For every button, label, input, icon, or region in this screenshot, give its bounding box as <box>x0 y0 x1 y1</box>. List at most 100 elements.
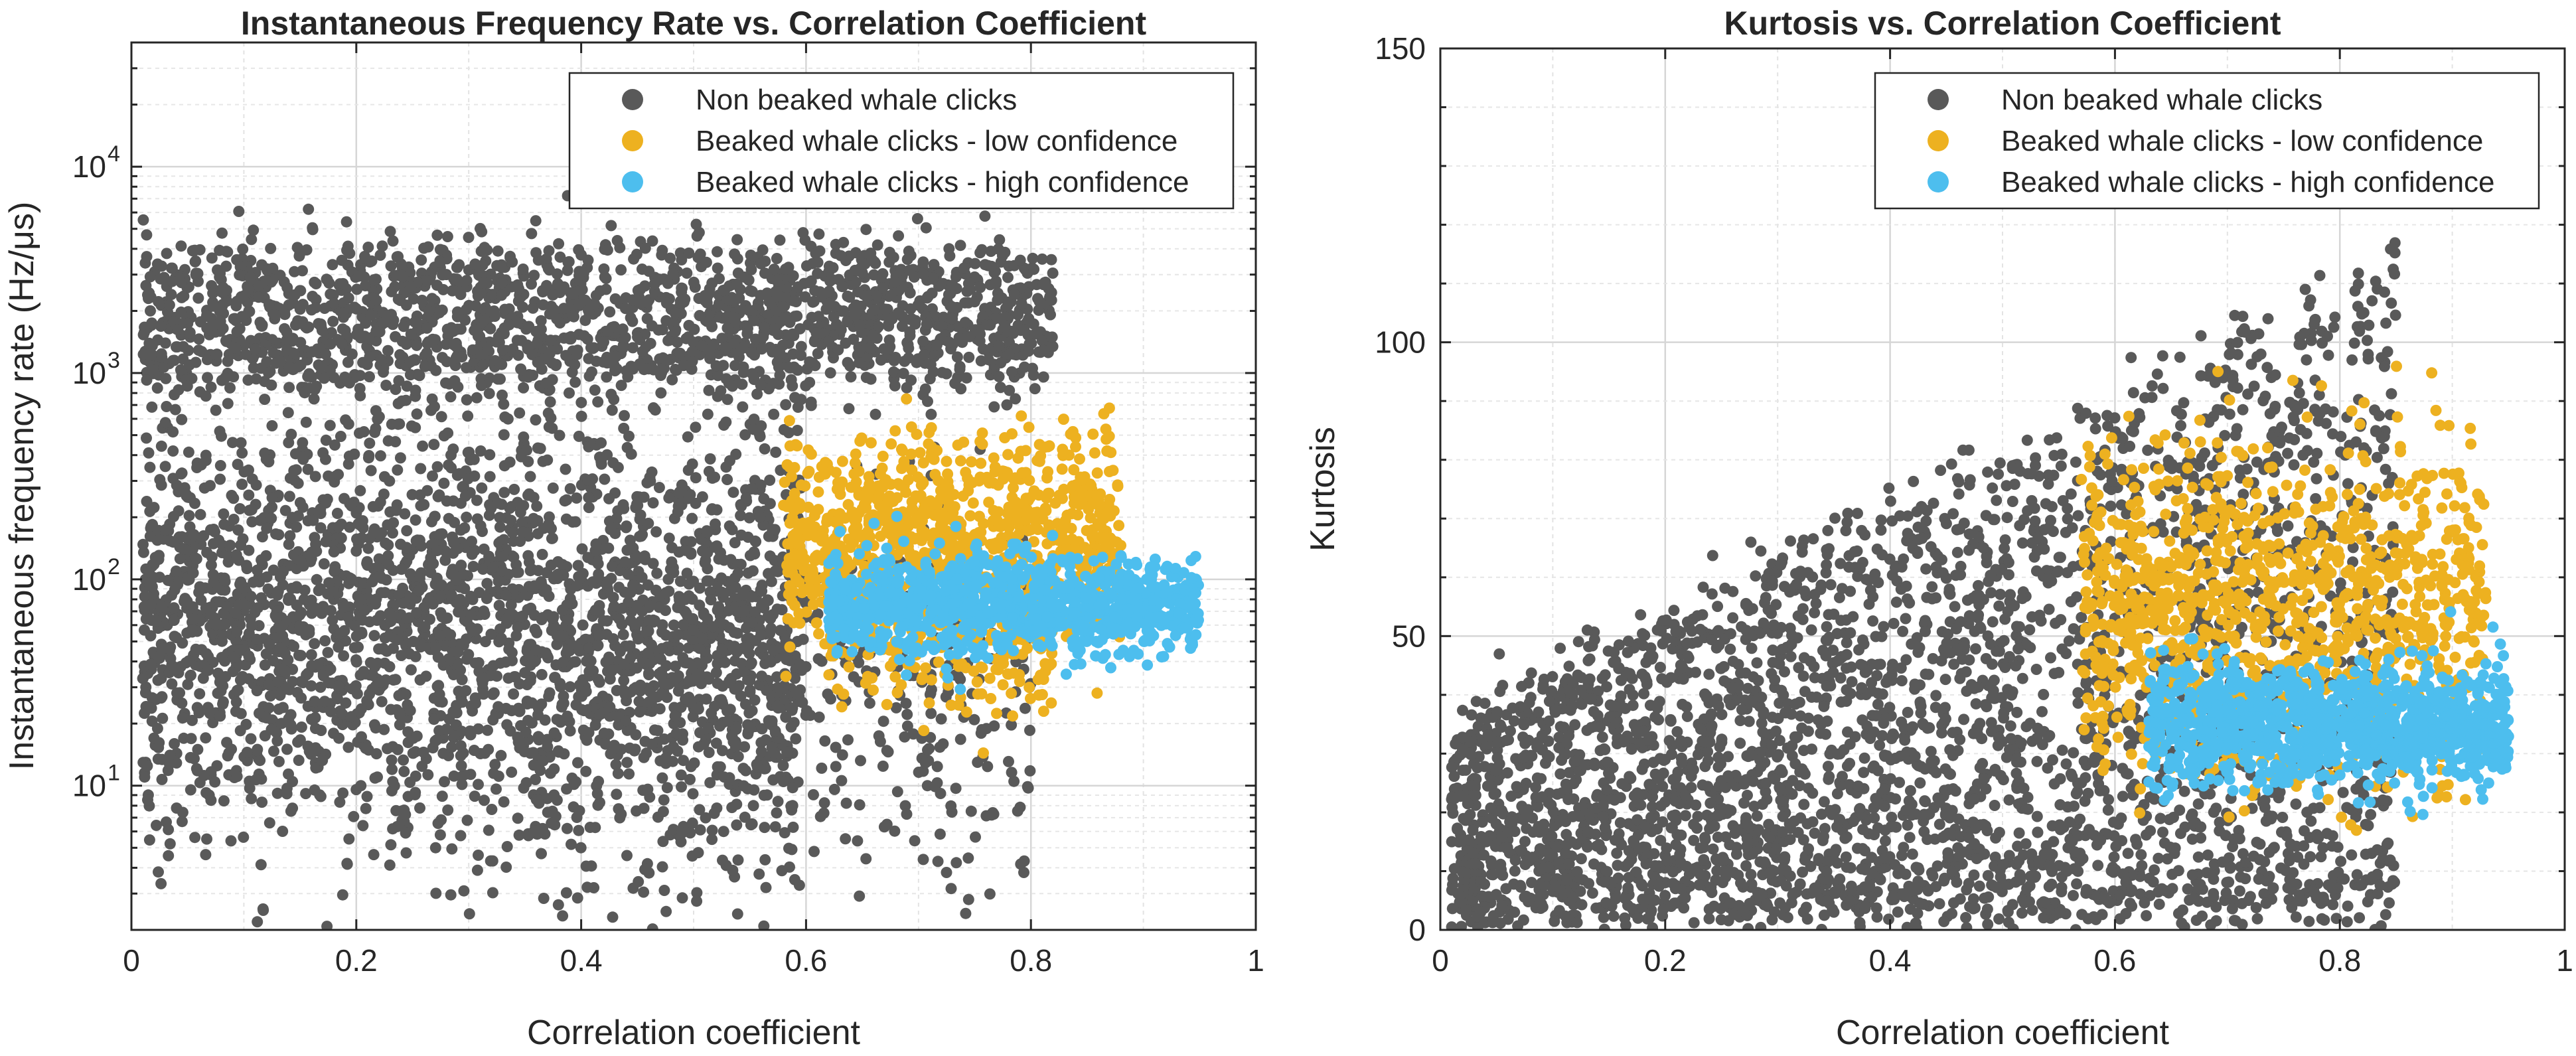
data-point <box>660 660 672 672</box>
data-point <box>731 798 743 810</box>
data-point <box>532 794 544 806</box>
data-point <box>536 848 547 860</box>
data-point <box>552 556 564 567</box>
data-point <box>518 746 530 757</box>
data-point <box>824 367 836 379</box>
data-point <box>656 642 668 654</box>
data-point <box>252 916 264 928</box>
data-point <box>143 834 155 846</box>
data-point <box>994 382 1006 394</box>
data-point <box>432 651 444 663</box>
data-point <box>832 344 844 356</box>
data-point <box>396 395 408 407</box>
data-point <box>744 550 756 562</box>
data-point <box>660 905 672 917</box>
data-point <box>1014 254 1026 266</box>
data-point <box>386 785 398 796</box>
data-point <box>730 723 742 735</box>
data-point <box>137 214 149 226</box>
data-point <box>725 294 737 306</box>
data-point <box>220 671 232 682</box>
chart-title: Instantaneous Frequency Rate vs. Correla… <box>241 5 1147 42</box>
data-point <box>514 706 525 717</box>
data-point <box>576 543 588 555</box>
data-point <box>283 437 295 449</box>
data-point <box>320 536 332 548</box>
data-point <box>202 664 214 676</box>
data-point <box>140 613 152 625</box>
data-point <box>557 910 569 922</box>
data-point <box>604 673 616 685</box>
data-point <box>245 591 257 602</box>
data-point <box>481 593 492 605</box>
data-point <box>885 438 897 450</box>
data-point <box>448 537 460 549</box>
data-point <box>786 844 798 856</box>
data-point <box>528 512 540 524</box>
data-point <box>485 323 496 335</box>
data-point <box>274 689 286 701</box>
data-point <box>497 550 509 562</box>
data-point <box>446 741 458 753</box>
data-point <box>243 489 255 501</box>
data-point <box>712 370 724 382</box>
data-point <box>562 264 573 276</box>
data-point <box>840 797 852 809</box>
data-point <box>404 612 415 624</box>
data-point <box>378 643 390 655</box>
data-point <box>336 254 348 266</box>
data-point <box>984 888 996 900</box>
data-point <box>530 644 542 656</box>
data-point <box>271 589 283 601</box>
data-point <box>371 615 383 626</box>
data-point <box>917 256 929 268</box>
data-point <box>400 808 412 820</box>
data-point <box>323 577 335 589</box>
data-point <box>962 852 974 864</box>
data-point <box>241 563 253 575</box>
data-point <box>771 807 783 819</box>
data-point <box>904 287 916 299</box>
data-point <box>599 473 611 485</box>
data-point <box>579 315 591 327</box>
data-point <box>830 238 842 250</box>
data-point <box>1046 331 1058 343</box>
data-point <box>984 279 996 291</box>
data-point <box>255 859 267 871</box>
data-point <box>386 285 398 297</box>
data-point <box>479 315 491 327</box>
data-point <box>979 210 991 222</box>
data-point <box>756 343 768 355</box>
data-point <box>461 394 473 406</box>
data-point <box>704 287 716 299</box>
data-point <box>670 364 682 376</box>
data-point <box>521 444 532 456</box>
data-point <box>651 567 663 579</box>
data-point <box>877 268 889 279</box>
data-point <box>446 843 458 855</box>
data-point <box>753 868 765 880</box>
data-point <box>295 692 307 704</box>
data-point <box>461 511 473 523</box>
data-point <box>483 345 495 357</box>
data-point <box>209 776 221 788</box>
data-point <box>492 497 504 509</box>
data-point <box>688 276 700 288</box>
data-point <box>917 854 929 866</box>
data-point <box>539 714 551 726</box>
data-point <box>404 568 416 580</box>
data-point <box>487 562 499 573</box>
data-point <box>489 311 500 322</box>
data-point <box>459 490 471 502</box>
data-point <box>295 337 307 348</box>
data-point <box>954 240 966 252</box>
data-point <box>943 289 954 301</box>
data-point <box>729 736 741 748</box>
data-point <box>451 273 463 285</box>
data-point <box>844 291 856 303</box>
data-point <box>238 831 250 843</box>
data-point <box>544 687 556 699</box>
data-point <box>558 281 570 293</box>
data-point <box>759 443 771 455</box>
data-point <box>608 394 620 406</box>
